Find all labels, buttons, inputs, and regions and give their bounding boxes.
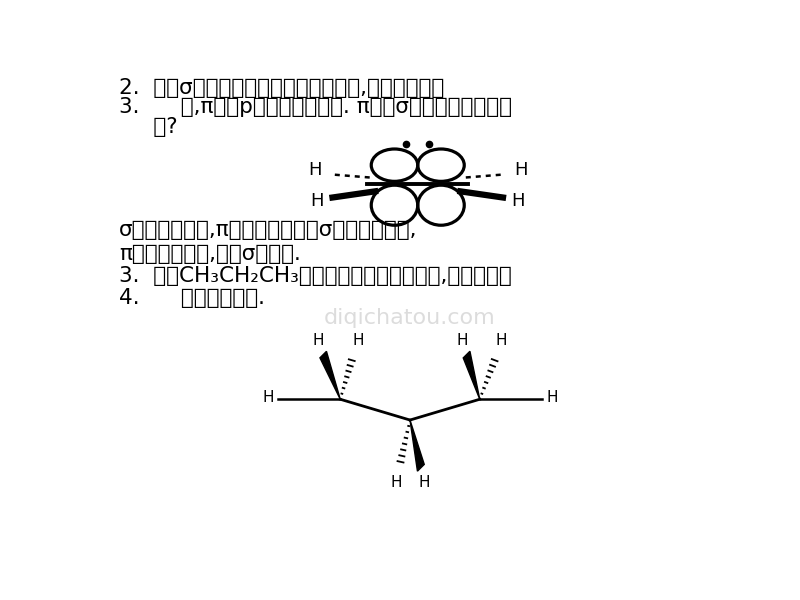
Text: H: H bbox=[390, 475, 402, 490]
Text: H: H bbox=[496, 332, 507, 347]
Text: 3.  丙烷CH₃CH₂CH₃的分子按碳的四面体分布,试画出个原: 3. 丙烷CH₃CH₂CH₃的分子按碳的四面体分布,试画出个原 bbox=[119, 266, 512, 286]
Text: H: H bbox=[418, 475, 430, 490]
Polygon shape bbox=[410, 420, 424, 471]
Text: diqichatou.com: diqichatou.com bbox=[324, 308, 496, 328]
Text: H: H bbox=[546, 390, 558, 405]
Text: 4.      子的分布示意.: 4. 子的分布示意. bbox=[119, 287, 266, 308]
Text: σ键具有对称轴,π键电子云分布在σ键平面的上下,: σ键具有对称轴,π键电子云分布在σ键平面的上下, bbox=[119, 220, 418, 240]
Text: H: H bbox=[262, 390, 274, 405]
Text: H: H bbox=[352, 332, 364, 347]
Text: H: H bbox=[514, 161, 527, 179]
Text: H: H bbox=[511, 191, 525, 209]
Text: 同?: 同? bbox=[119, 116, 178, 137]
Polygon shape bbox=[463, 351, 480, 399]
Text: 2.  以知σ键是分子之间的轴向电子分布,具有圆柱状对: 2. 以知σ键是分子之间的轴向电子分布,具有圆柱状对 bbox=[119, 78, 445, 98]
Text: H: H bbox=[456, 332, 468, 347]
Text: 3.      称,π键是p轨道的边缘交盖. π键与σ键的对称性有何不: 3. 称,π键是p轨道的边缘交盖. π键与σ键的对称性有何不 bbox=[119, 97, 512, 118]
Text: π键具有对称面,就是σ键平面.: π键具有对称面,就是σ键平面. bbox=[119, 244, 302, 265]
Polygon shape bbox=[320, 352, 340, 399]
Text: H: H bbox=[313, 332, 324, 347]
Text: H: H bbox=[310, 191, 324, 209]
Text: H: H bbox=[308, 161, 322, 179]
